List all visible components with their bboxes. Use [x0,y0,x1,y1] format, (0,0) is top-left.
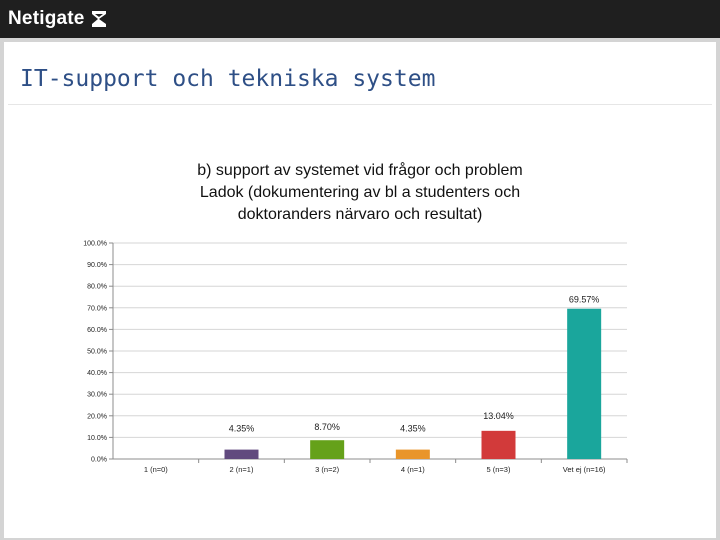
data-label: 8.70% [314,422,340,432]
category-label: 4 (n=1) [401,465,425,474]
y-tick-label: 70.0% [87,305,107,312]
header-bar: Netigate [0,0,720,38]
netigate-logo-mark-icon [91,11,106,27]
chart-title-line-2: Ladok (dokumentering av bl a studenters … [199,184,521,201]
y-tick-label: 100.0% [83,241,107,248]
y-tick-label: 50.0% [87,349,107,356]
data-label: 4.35% [229,424,255,434]
data-label: 69.57% [569,295,600,305]
brand-name: Netigate [8,8,85,29]
y-tick-label: 30.0% [87,392,107,399]
netigate-logo: Netigate [8,6,107,32]
slide-title: IT-support och tekniska system [20,66,436,92]
chart-title-line-1: b) support av systemet vid frågor och pr… [197,162,523,179]
bar [395,449,430,459]
data-label: 4.35% [400,424,426,434]
y-tick-label: 0.0% [91,457,107,464]
y-tick-label: 10.0% [87,435,107,442]
title-divider [8,104,712,105]
y-tick-label: 40.0% [87,370,107,377]
chart-title-line-3: doktoranders närvaro och resultat) [237,206,483,223]
category-label: 1 (n=0) [144,465,168,474]
category-label: 2 (n=1) [230,465,254,474]
category-label: 3 (n=2) [315,465,339,474]
y-tick-label: 80.0% [87,284,107,291]
data-label: 13.04% [483,411,514,421]
category-label: Vet ej (n=16) [563,465,606,474]
category-label: 5 (n=3) [487,465,511,474]
y-tick-label: 90.0% [87,262,107,269]
bar [481,430,516,459]
bar [310,440,345,459]
chart-title: b) support av systemet vid frågor och pr… [140,160,580,226]
y-tick-label: 20.0% [87,413,107,420]
bar [224,449,259,459]
bar [567,308,602,459]
y-tick-label: 60.0% [87,327,107,334]
